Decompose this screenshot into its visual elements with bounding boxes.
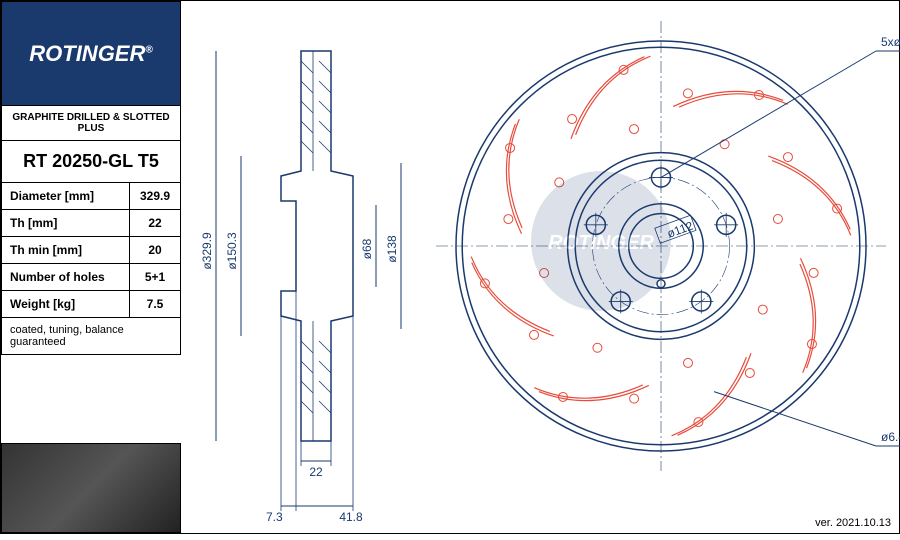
dim-depth: 41.8 [339,510,363,524]
brand-name: ROTINGER® [29,41,153,67]
spec-label: Weight [kg] [2,291,130,317]
dim-d138: ø138 [385,235,399,263]
dim-d68: ø68 [360,238,374,259]
dim-drill-hole: ø6.4 [881,430,900,444]
spec-value: 20 [130,237,180,263]
spec-value: 7.5 [130,291,180,317]
spec-label: Number of holes [2,264,130,290]
product-subtitle: GRAPHITE DRILLED & SLOTTED PLUS [2,106,180,141]
dim-bolt-pattern: 5xø15.4 [881,35,900,49]
product-photo [1,443,181,533]
spec-panel: GRAPHITE DRILLED & SLOTTED PLUS RT 20250… [1,106,181,355]
spec-value: 5+1 [130,264,180,290]
spec-label: Diameter [mm] [2,183,130,209]
spec-row: Th [mm]22 [2,210,180,237]
spec-row: Number of holes5+1 [2,264,180,291]
svg-text:ROTINGER: ROTINGER [548,232,654,254]
spec-label: Th min [mm] [2,237,130,263]
product-notes: coated, tuning, balance guaranteed [2,318,180,354]
dim-flange: 7.3 [266,510,283,524]
spec-row: Th min [mm]20 [2,237,180,264]
spec-value: 329.9 [130,183,180,209]
dim-th: 22 [309,465,323,479]
watermark: ROTINGER [531,171,671,311]
spec-label: Th [mm] [2,210,130,236]
dim-d329: ø329.9 [200,232,214,270]
part-number: RT 20250-GL T5 [2,141,180,183]
spec-value: 22 [130,210,180,236]
brand-logo: ROTINGER® [1,1,181,106]
technical-drawing: ø329.9 ø150.3 ø68 ø138 22 7.3 41.8 5xø15… [181,1,900,535]
dim-d150: ø150.3 [225,232,239,270]
spec-row: Diameter [mm]329.9 [2,183,180,210]
drawing-svg: ø329.9 ø150.3 ø68 ø138 22 7.3 41.8 5xø15… [181,1,900,535]
version-label: ver. 2021.10.13 [815,517,891,529]
side-view: ø329.9 ø150.3 ø68 ø138 22 7.3 41.8 [200,51,401,524]
spec-row: Weight [kg]7.5 [2,291,180,318]
